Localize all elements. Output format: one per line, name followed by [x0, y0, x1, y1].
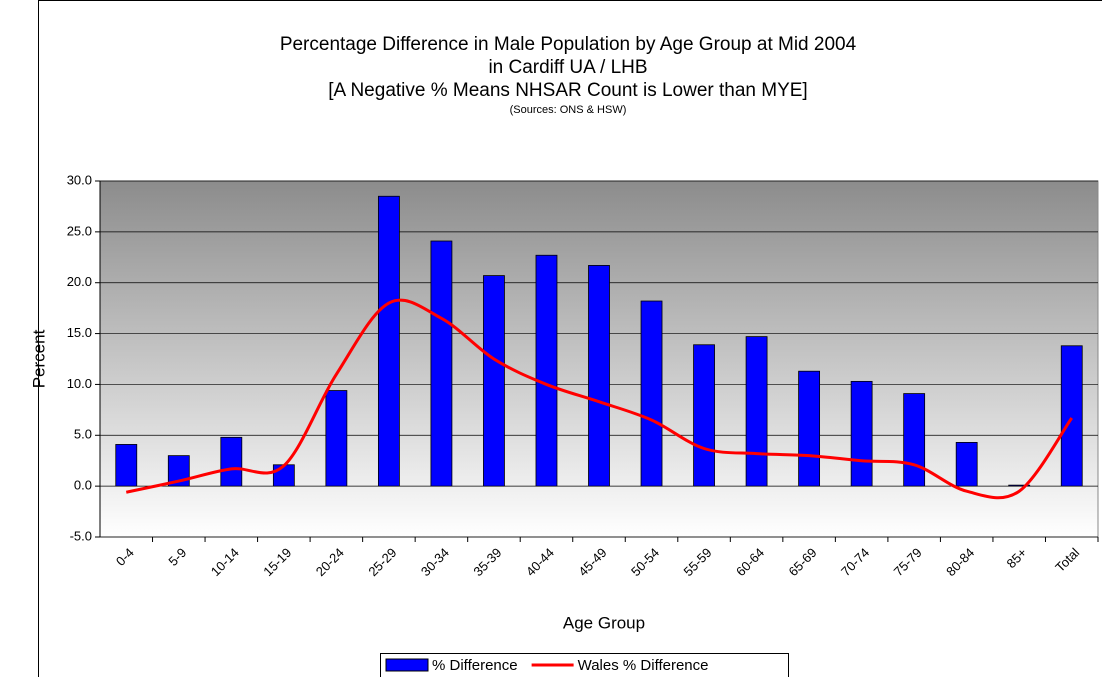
chart-frame	[38, 0, 1102, 677]
bar	[1060, 345, 1083, 487]
y-tick-label: 5.0	[74, 427, 92, 442]
x-tick-label: 80-84	[943, 545, 977, 579]
y-axis-label: Percent	[29, 329, 48, 388]
x-tick-label: 20-24	[313, 545, 347, 579]
chart-subtitle: (Sources: ONS & HSW)	[510, 104, 627, 116]
x-tick-label: 45-49	[575, 545, 609, 579]
x-tick-label: 85+	[1004, 545, 1030, 571]
y-tick-label: -5.0	[70, 528, 92, 543]
bar	[903, 393, 926, 487]
bar	[377, 195, 400, 487]
chart-title: Percentage Difference in Male Population…	[280, 34, 857, 55]
bar	[430, 240, 453, 487]
x-tick-label: 70-74	[838, 545, 872, 579]
legend-swatch	[385, 658, 429, 672]
y-tick-label: 15.0	[67, 325, 92, 340]
x-tick-label: 60-64	[733, 545, 767, 579]
chart-title: in Cardiff UA / LHB	[488, 57, 647, 78]
legend-label: % Difference	[432, 657, 518, 674]
x-tick-label: 30-34	[418, 545, 452, 579]
x-tick-label: 5-9	[165, 545, 189, 569]
x-tick-label: 40-44	[523, 545, 557, 579]
bar	[693, 344, 715, 487]
x-tick-label: 55-59	[680, 545, 714, 579]
bar	[955, 442, 978, 487]
bar	[115, 444, 138, 487]
bar	[272, 464, 295, 487]
x-tick-label: Total	[1052, 545, 1082, 575]
y-tick-label: 10.0	[67, 376, 92, 391]
bar	[1008, 484, 1031, 487]
bar	[850, 380, 873, 487]
x-axis-label: Age Group	[563, 613, 645, 632]
y-tick-label: 0.0	[74, 478, 92, 493]
y-tick-label: 30.0	[67, 172, 92, 187]
bar	[535, 254, 558, 487]
y-tick-label: 20.0	[67, 274, 92, 289]
bar	[588, 265, 610, 487]
x-tick-label: 15-19	[260, 545, 294, 579]
x-tick-label: 35-39	[470, 545, 504, 579]
chart-title: [A Negative % Means NHSAR Count is Lower…	[328, 80, 807, 101]
legend-label: Wales % Difference	[578, 657, 709, 674]
x-tick-label: 0-4	[113, 545, 137, 569]
x-tick-label: 50-54	[628, 545, 662, 579]
bar	[325, 390, 348, 487]
x-tick-label: 10-14	[208, 545, 242, 579]
legend	[380, 653, 789, 677]
bar	[220, 436, 243, 487]
bar	[483, 275, 505, 487]
bar	[798, 370, 821, 487]
bar	[745, 336, 768, 487]
x-tick-label: 75-79	[891, 545, 925, 579]
x-tick-label: 65-69	[786, 545, 820, 579]
line	[125, 298, 1073, 500]
x-tick-label: 25-29	[365, 545, 399, 579]
y-tick-label: 25.0	[67, 223, 92, 238]
bar	[640, 300, 663, 487]
